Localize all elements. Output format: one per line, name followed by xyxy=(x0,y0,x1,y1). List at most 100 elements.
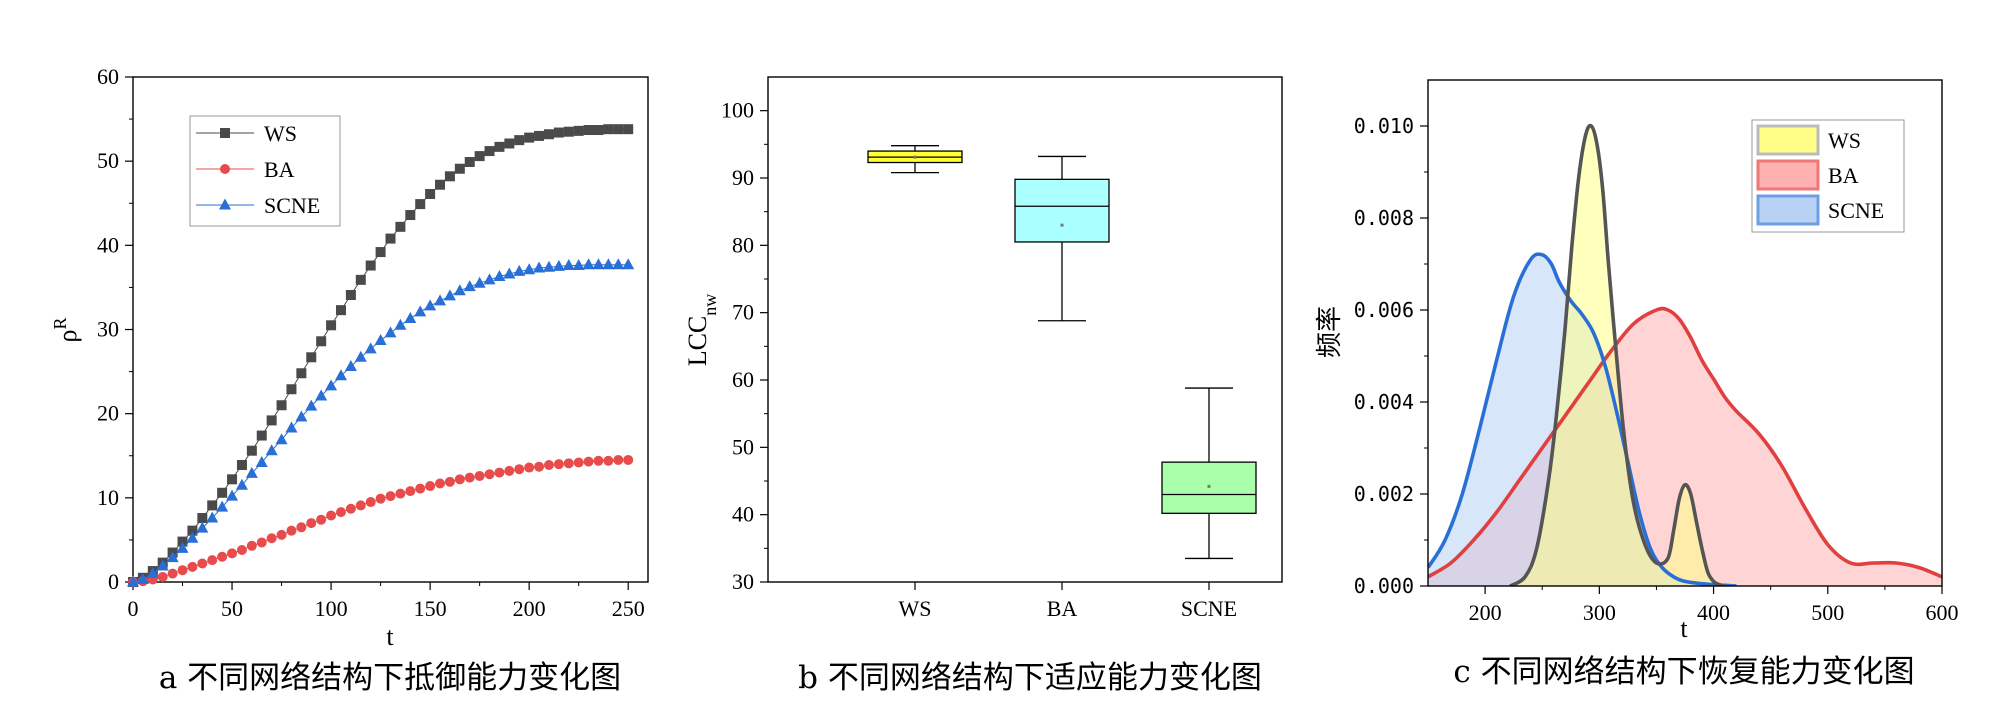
data-point-ba xyxy=(227,548,238,559)
data-point-ws xyxy=(583,125,594,136)
data-point-scne xyxy=(166,551,179,563)
data-point-ba xyxy=(375,493,386,504)
data-point-ba xyxy=(326,510,337,521)
data-point-ws xyxy=(276,400,287,411)
data-point-ws xyxy=(375,247,386,258)
data-point-ba xyxy=(187,561,198,572)
data-point-ws xyxy=(623,124,634,135)
y-tick-label: 0.006 xyxy=(1354,298,1414,322)
data-point-ws xyxy=(296,368,307,379)
panel-c-caption: c 不同网络结构下恢复能力变化图 xyxy=(1453,654,1914,690)
data-point-scne xyxy=(265,444,278,456)
data-point-scne xyxy=(434,294,447,306)
x-tick-label-scne: SCNE xyxy=(1181,596,1237,621)
data-point-ws xyxy=(563,126,574,137)
data-point-scne xyxy=(216,500,229,512)
series-scne xyxy=(127,258,635,587)
data-point-ba xyxy=(474,470,485,481)
data-point-ba xyxy=(316,514,327,525)
panel-a-plot-area: 0 50 100 150 200 250 0 10 20 30 40 50 60 xyxy=(97,64,649,621)
y-tick-label: 80 xyxy=(732,232,754,257)
data-point-scne xyxy=(315,389,328,401)
data-point-ba xyxy=(494,467,505,478)
x-tick-label: 0 xyxy=(128,596,139,621)
data-point-ba xyxy=(603,455,614,466)
y-tick-label: 50 xyxy=(97,148,119,173)
data-point-ba xyxy=(197,558,208,569)
data-point-scne xyxy=(235,478,248,490)
y-tick-label: 0.004 xyxy=(1354,390,1414,414)
data-point-ba xyxy=(583,456,594,467)
data-point-scne xyxy=(354,350,367,362)
data-point-ws xyxy=(484,146,495,157)
data-point-scne xyxy=(443,289,456,301)
data-point-ws xyxy=(207,500,218,511)
y-tick-label: 90 xyxy=(732,165,754,190)
density-line-scne xyxy=(1428,252,1737,586)
data-point-ba xyxy=(157,571,168,582)
data-point-ws xyxy=(405,210,416,221)
data-point-ws xyxy=(573,125,584,136)
data-point-ba xyxy=(444,476,455,487)
y-tick-label: 40 xyxy=(97,232,119,257)
data-point-scne xyxy=(453,284,466,296)
y-tick-label: 30 xyxy=(97,317,119,342)
box-iqr xyxy=(1014,178,1110,243)
data-point-ba xyxy=(345,503,356,514)
density-area-ws xyxy=(1510,125,1725,586)
data-point-ws xyxy=(593,125,604,136)
data-point-ba xyxy=(454,474,465,485)
box-scne xyxy=(1161,387,1257,560)
series-ws xyxy=(128,124,634,587)
data-point-ba xyxy=(355,500,366,511)
data-point-scne xyxy=(582,258,595,270)
data-point-ba xyxy=(553,459,564,470)
data-point-ws xyxy=(365,260,376,271)
data-point-scne xyxy=(503,267,516,279)
data-point-scne xyxy=(206,511,219,523)
density-line-ba xyxy=(1428,306,1942,579)
y-tick-label: 0 xyxy=(108,569,119,594)
y-tick-label: 50 xyxy=(732,434,754,459)
data-point-ws xyxy=(514,135,525,146)
data-point-ws xyxy=(266,415,277,426)
legend-label-scne: SCNE xyxy=(264,193,320,218)
data-point-ws xyxy=(335,305,346,316)
panel-c-y-axis-label: 频率 xyxy=(1315,306,1344,358)
x-tick-label: 250 xyxy=(612,596,645,621)
legend-swatch-ws xyxy=(1756,124,1820,156)
data-point-ws xyxy=(385,233,396,244)
data-point-scne xyxy=(424,299,437,311)
data-point-scne xyxy=(325,379,338,391)
data-point-ba xyxy=(514,464,525,475)
x-tick-label: 500 xyxy=(1811,600,1844,625)
box-ws xyxy=(867,145,963,174)
data-point-ba xyxy=(405,486,416,497)
data-point-ba xyxy=(563,458,574,469)
density-line-ws xyxy=(1509,123,1726,586)
data-point-ba xyxy=(177,565,188,576)
data-point-ba xyxy=(207,555,218,566)
box-mean-marker xyxy=(1060,223,1064,227)
data-point-scne xyxy=(176,541,189,553)
data-point-ba xyxy=(484,469,495,480)
panel-b-plot-area: 30 40 50 60 70 80 90 100 WS BA SCNE xyxy=(721,76,1283,621)
panel-b-frame xyxy=(767,76,1283,583)
data-point-ws xyxy=(603,124,614,135)
data-point-scne xyxy=(493,269,506,281)
data-point-scne xyxy=(463,280,476,292)
data-point-scne xyxy=(542,260,555,272)
data-point-ws xyxy=(395,221,406,232)
data-point-ba xyxy=(524,462,535,473)
panel-b-y-axis-label: LCCnw xyxy=(683,294,720,367)
data-point-scne xyxy=(414,305,427,317)
panel-c-frame xyxy=(1427,79,1943,587)
data-point-ba xyxy=(395,488,406,499)
data-point-ba xyxy=(217,551,228,562)
legend-marker-ba xyxy=(220,164,230,174)
data-point-ws xyxy=(316,336,327,347)
data-point-scne xyxy=(572,259,585,271)
x-tick-label: 100 xyxy=(315,596,348,621)
x-tick-label: 200 xyxy=(513,596,546,621)
